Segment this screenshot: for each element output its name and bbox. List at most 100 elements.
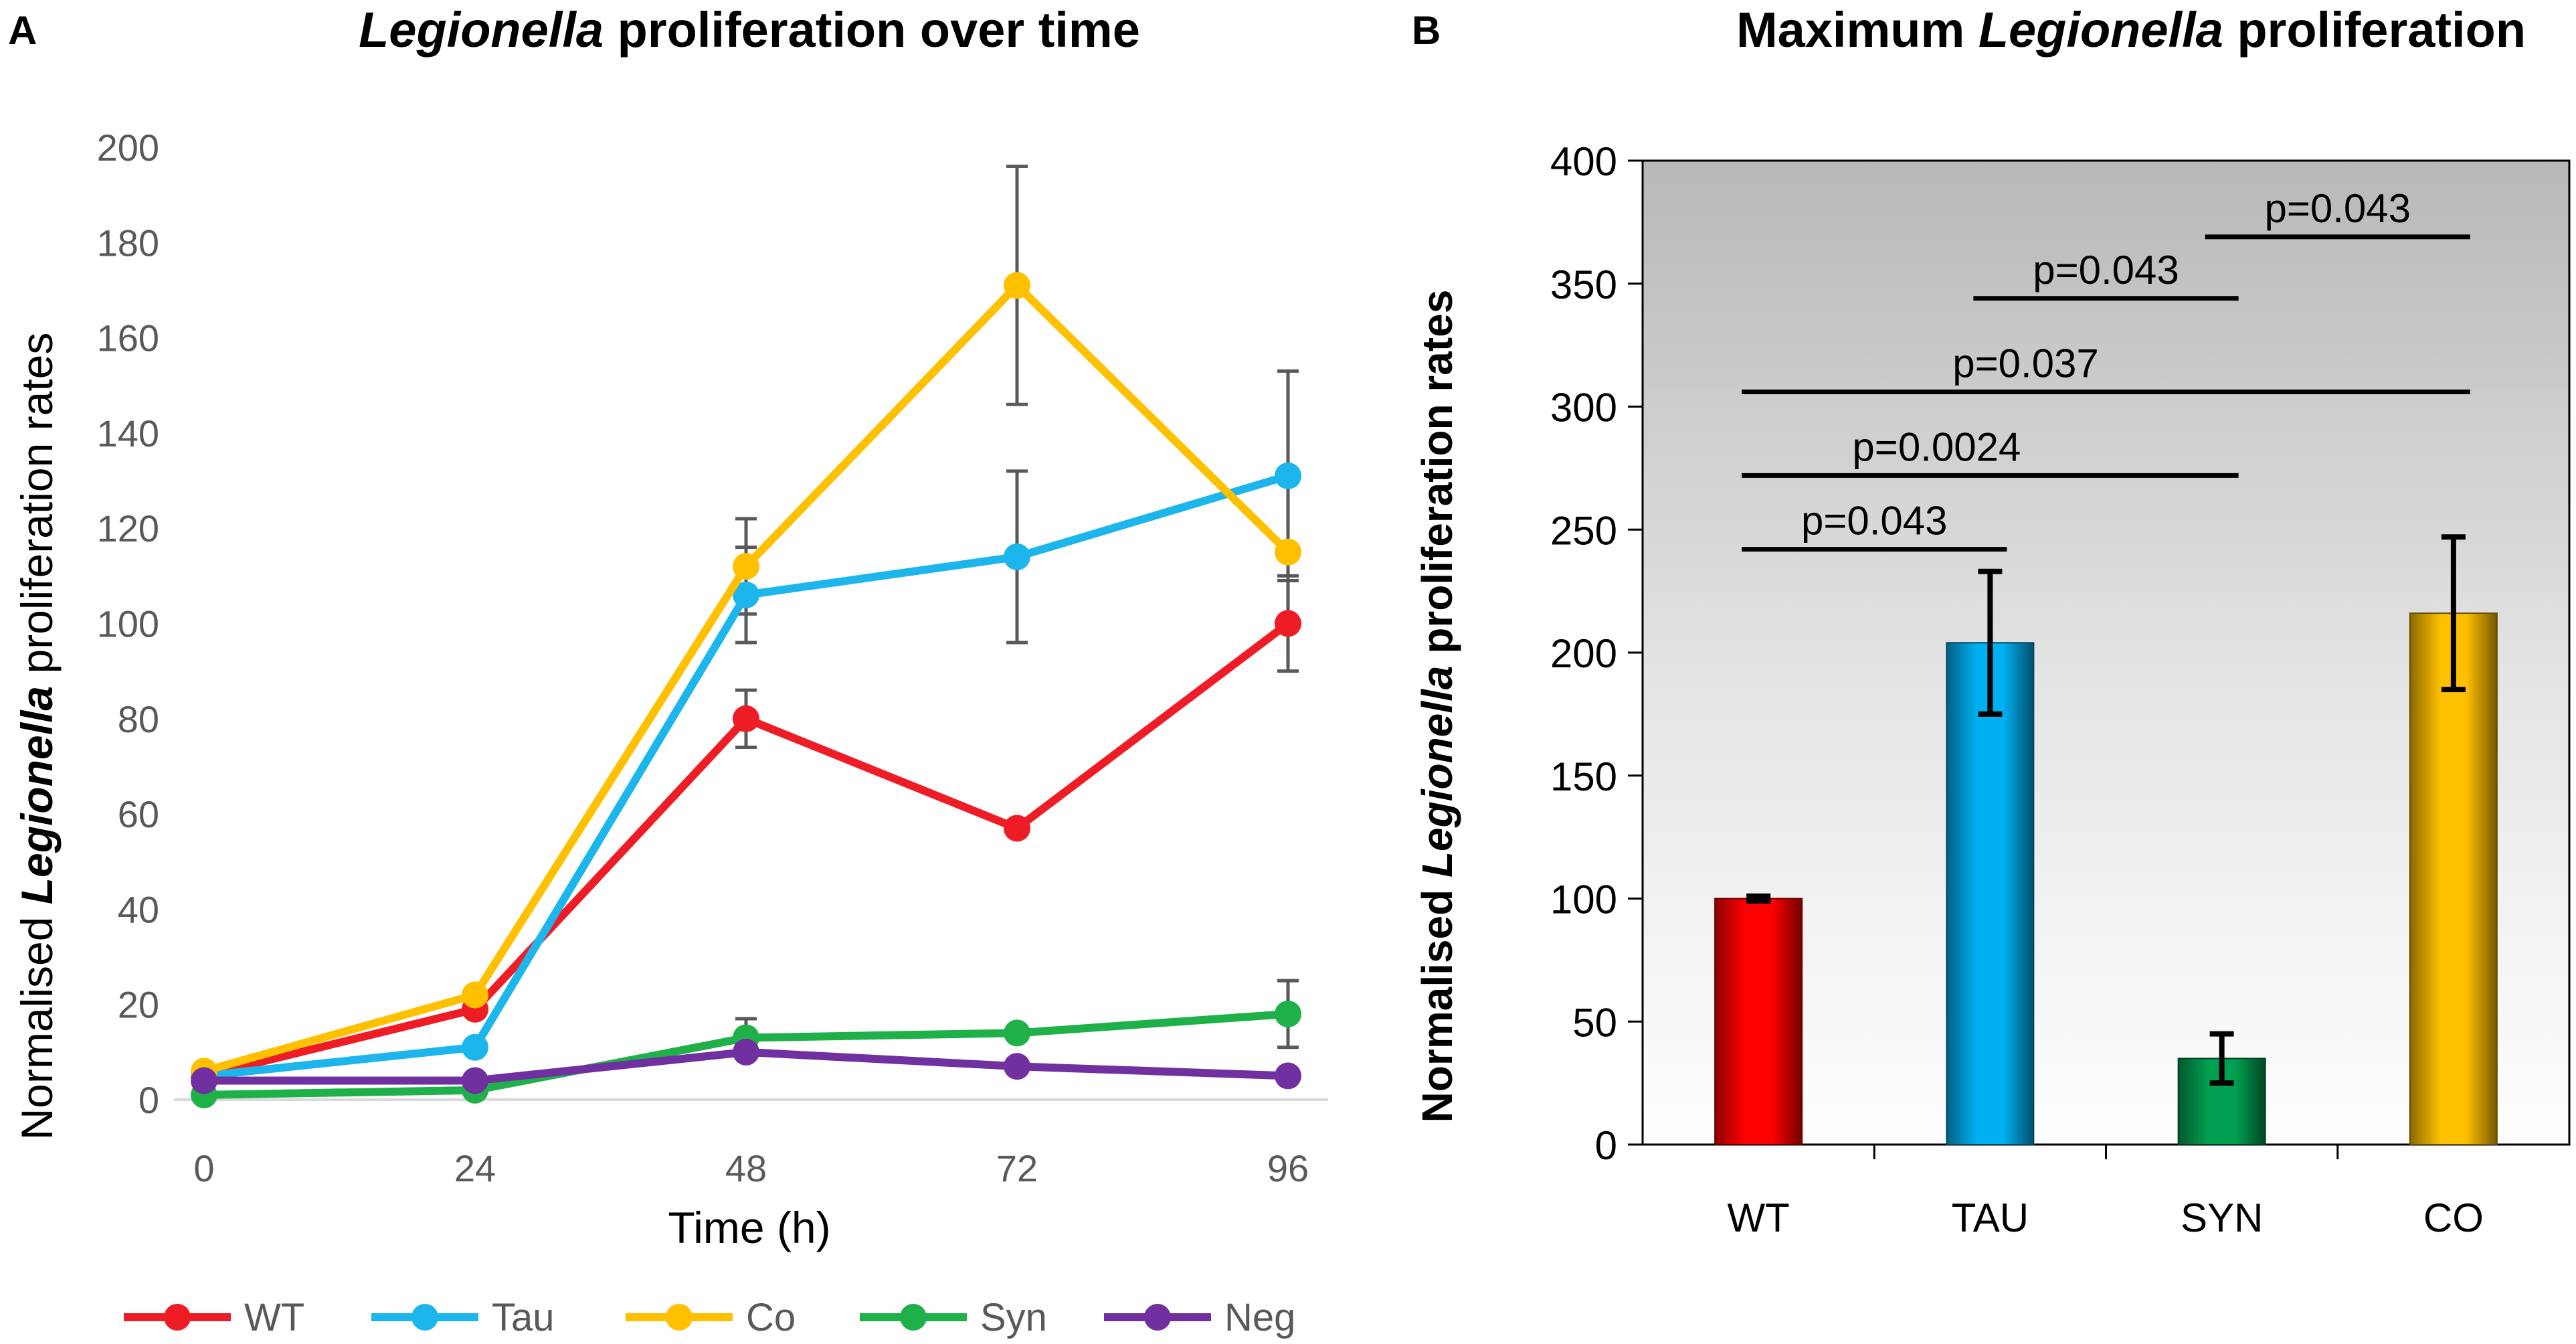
x-tick-label: 24	[454, 1147, 496, 1189]
legend-marker	[1144, 1304, 1171, 1331]
data-point-co	[1004, 272, 1030, 299]
legend-item-co: Co	[626, 1296, 796, 1339]
legend-marker	[164, 1304, 191, 1331]
panel-a-x-ticks: 0 24 48 72 96	[193, 1147, 1309, 1189]
data-point-tau	[1275, 462, 1301, 489]
legend-label: Co	[746, 1296, 796, 1339]
data-point-neg	[462, 1067, 488, 1094]
legend-marker	[666, 1304, 693, 1331]
panel-b-ylabel-italic: Legionella	[1413, 666, 1461, 878]
panel-b-title-italic: Legionella	[1979, 2, 2223, 58]
panel-b-significance: p=0.043 p=0.0024 p=0.037 p=0.043 p=0.043	[1742, 186, 2470, 552]
y-tick-label: 200	[1550, 631, 1617, 676]
panel-a-legend: WT Tau Co Syn Neg	[124, 1296, 1295, 1339]
data-point-co	[1275, 538, 1301, 566]
bar-tau	[1946, 642, 2035, 1145]
data-point-wt	[733, 705, 759, 732]
p-value-label: p=0.0024	[1852, 424, 2021, 469]
y-tick-label: 50	[1572, 1000, 1617, 1045]
panel-a-series	[191, 164, 1301, 1108]
panel-b-title-pre: Maximum	[1736, 2, 1979, 58]
y-tick-label: 100	[1550, 877, 1617, 922]
panel-b-ylabel-pre: Normalised	[1413, 877, 1461, 1122]
p-value-label: p=0.043	[2264, 186, 2411, 231]
series-line-co	[203, 281, 1291, 1076]
legend-item-neg: Neg	[1104, 1296, 1295, 1339]
y-tick-label: 0	[139, 1079, 159, 1121]
legend-item-wt: WT	[124, 1296, 304, 1339]
data-point-tau	[462, 1033, 488, 1061]
panel-a-ylabel: Normalised Legionella proliferation rate…	[12, 333, 62, 1141]
data-point-tau	[1004, 543, 1030, 570]
panel-a-title-italic: Legionella	[359, 2, 604, 58]
panel-a-title: Legionella proliferation over time	[359, 2, 1140, 58]
legend-marker	[411, 1304, 438, 1331]
panel-a-title-rest: proliferation over time	[604, 2, 1140, 58]
x-tick-label: SYN	[2181, 1195, 2263, 1240]
panel-b: B Maximum Legionella proliferation Norma…	[1412, 2, 2571, 1240]
significance-bracket: p=0.043	[1742, 499, 2007, 552]
panel-b-x-ticks: WT TAU SYN CO	[1727, 1145, 2484, 1240]
panel-a-ylabel-pre: Normalised	[12, 904, 62, 1140]
legend-marker	[900, 1304, 927, 1331]
x-tick-label: 96	[1267, 1147, 1309, 1189]
y-tick-label: 200	[97, 127, 159, 169]
y-tick-label: 300	[1550, 386, 1617, 430]
data-point-tau	[733, 581, 759, 608]
data-point-neg	[191, 1067, 217, 1094]
panel-b-ylabel: Normalised Legionella proliferation rate…	[1413, 290, 1461, 1123]
significance-bracket: p=0.043	[1973, 248, 2239, 301]
y-tick-label: 250	[1550, 508, 1617, 553]
panel-a-letter: A	[8, 8, 37, 53]
data-point-co	[462, 981, 488, 1009]
y-tick-label: 0	[1595, 1123, 1617, 1168]
y-tick-label: 20	[118, 984, 159, 1026]
data-point-wt	[1004, 815, 1030, 842]
panel-a-xlabel: Time (h)	[668, 1203, 830, 1252]
panel-b-letter: B	[1412, 8, 1441, 53]
panel-b-title: Maximum Legionella proliferation	[1736, 2, 2526, 58]
error-bar-co	[2441, 534, 2466, 693]
x-tick-label: CO	[2423, 1195, 2484, 1240]
error-bar-syn	[2209, 1031, 2234, 1086]
legend-label: WT	[244, 1296, 304, 1339]
y-tick-label: 120	[97, 507, 159, 550]
x-tick-label: 48	[725, 1147, 767, 1189]
legend-item-syn: Syn	[860, 1296, 1047, 1339]
p-value-label: p=0.037	[1952, 341, 2099, 386]
error-bar-wt	[1746, 893, 1771, 904]
panel-b-y-ticks: 0 50 100 150 200 250 300 350 400	[1550, 139, 1643, 1168]
significance-bracket: p=0.037	[1742, 341, 2470, 394]
data-point-syn	[1275, 1000, 1301, 1027]
y-tick-label: 180	[97, 222, 159, 264]
significance-bracket: p=0.043	[2205, 186, 2470, 240]
p-value-label: p=0.043	[1801, 499, 1948, 543]
data-point-neg	[1275, 1062, 1301, 1090]
bar-wt	[1714, 898, 1803, 1145]
legend-label: Neg	[1224, 1296, 1295, 1339]
p-value-label: p=0.043	[2033, 248, 2179, 292]
error-bar-tau	[1978, 568, 2003, 717]
y-tick-label: 350	[1550, 262, 1617, 307]
panel-a: A Legionella proliferation over time Nor…	[8, 2, 1328, 1339]
legend-item-tau: Tau	[371, 1296, 555, 1339]
data-point-neg	[1004, 1053, 1030, 1080]
bar-co	[2409, 612, 2498, 1145]
x-tick-label: 72	[996, 1147, 1038, 1189]
y-tick-label: 80	[118, 698, 159, 740]
data-point-neg	[733, 1038, 759, 1066]
y-tick-label: 400	[1550, 139, 1617, 184]
y-tick-label: 40	[118, 888, 159, 930]
y-tick-label: 150	[1550, 754, 1617, 799]
panel-a-ylabel-post: proliferation rates	[12, 333, 62, 686]
x-tick-label: 0	[193, 1147, 214, 1189]
y-tick-label: 160	[97, 317, 159, 359]
panel-a-y-ticks: 0 20 40 60 80 100 120 140 160 180 200	[97, 127, 159, 1121]
data-point-co	[733, 553, 759, 580]
x-tick-label: WT	[1727, 1195, 1789, 1240]
y-tick-label: 60	[118, 793, 159, 835]
data-point-syn	[1004, 1019, 1030, 1047]
significance-bracket: p=0.0024	[1742, 424, 2239, 478]
panel-b-bars	[1714, 534, 2498, 1145]
